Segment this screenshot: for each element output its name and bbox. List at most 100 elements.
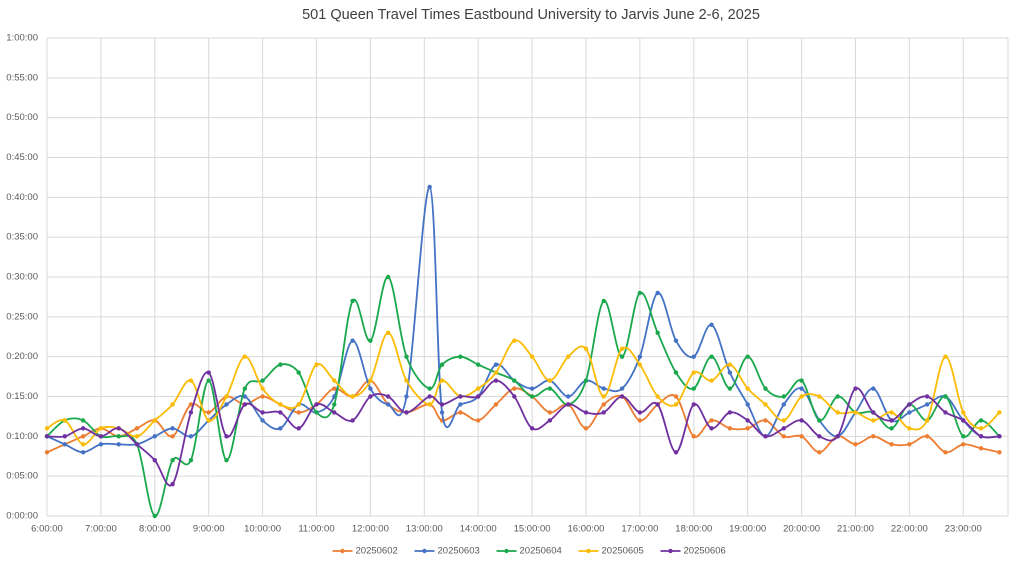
data-point (98, 426, 104, 431)
data-point (799, 418, 804, 423)
data-point (907, 442, 912, 447)
data-point (907, 410, 912, 415)
data-point (458, 354, 463, 359)
data-point (529, 354, 535, 359)
data-point (727, 386, 733, 391)
data-point (427, 386, 432, 391)
data-point (619, 346, 625, 351)
data-point (601, 402, 606, 407)
data-point (871, 410, 876, 415)
data-point (152, 434, 157, 439)
data-point (62, 442, 67, 447)
data-point (817, 450, 822, 455)
data-point (745, 418, 750, 423)
data-point (98, 442, 104, 447)
data-point (673, 402, 679, 407)
data-point (961, 418, 966, 423)
data-point (799, 378, 804, 383)
data-point (350, 338, 355, 343)
data-point (385, 394, 391, 399)
data-point (871, 418, 876, 423)
data-point (512, 378, 517, 383)
data-point (727, 370, 733, 375)
data-point (943, 394, 948, 399)
data-point (583, 346, 589, 351)
data-point (889, 442, 894, 447)
x-tick-label: 10:00:00 (244, 524, 281, 535)
data-point (404, 410, 409, 415)
data-point (224, 458, 229, 463)
data-point (439, 410, 445, 415)
data-point (458, 402, 463, 407)
data-point (529, 386, 535, 391)
data-point (835, 410, 840, 415)
data-point (458, 410, 463, 415)
x-tick-label: 7:00:00 (85, 524, 117, 535)
data-point (924, 394, 930, 399)
legend-marker (586, 548, 591, 554)
data-point (781, 418, 786, 423)
data-point (673, 394, 679, 399)
data-point (978, 426, 984, 431)
data-point (655, 330, 660, 335)
x-tick-label: 11:00:00 (298, 524, 334, 535)
legend-marker (504, 548, 509, 554)
data-point (583, 426, 589, 431)
data-point (332, 378, 337, 383)
data-point (727, 426, 733, 431)
data-point (547, 378, 553, 383)
x-tick-label: 9:00:00 (193, 524, 225, 535)
data-point (763, 434, 768, 439)
data-point (188, 458, 194, 463)
data-point (80, 450, 86, 455)
data-point (242, 354, 248, 359)
data-point (260, 418, 265, 423)
y-tick-label: 0:45:00 (6, 152, 38, 163)
data-point (44, 450, 50, 455)
y-tick-label: 0:55:00 (6, 72, 38, 83)
data-point (745, 402, 750, 407)
data-point (278, 410, 283, 415)
y-tick-label: 0:30:00 (6, 272, 38, 283)
data-point (673, 450, 679, 455)
data-point (296, 402, 301, 407)
data-point (278, 362, 283, 367)
data-point (314, 410, 319, 415)
data-point (889, 418, 894, 423)
data-point (427, 184, 432, 190)
data-point (924, 418, 930, 423)
x-tick-label: 13:00:00 (406, 524, 443, 535)
data-point (799, 394, 804, 399)
y-tick-label: 0:25:00 (6, 311, 38, 322)
data-point (260, 378, 265, 383)
data-point (260, 386, 265, 391)
data-point (924, 434, 930, 439)
data-point (493, 370, 499, 375)
data-point (134, 434, 140, 439)
data-point (206, 370, 211, 375)
data-point (637, 354, 643, 359)
legend-label: 20250604 (520, 546, 562, 557)
data-point (763, 418, 768, 423)
data-point (907, 426, 912, 431)
data-point (745, 426, 750, 431)
chart-title: 501 Queen Travel Times Eastbound Univers… (302, 7, 760, 23)
data-point (350, 298, 355, 304)
data-point (493, 402, 499, 407)
data-point (134, 426, 140, 431)
data-point (637, 418, 643, 423)
data-point (404, 354, 409, 359)
data-point (943, 410, 948, 415)
y-tick-label: 0:35:00 (6, 232, 38, 243)
data-point (350, 418, 355, 423)
y-tick-label: 0:05:00 (6, 471, 38, 482)
data-point (278, 426, 283, 431)
data-point (493, 378, 499, 383)
data-point (853, 442, 858, 447)
data-point (80, 434, 86, 439)
data-point (961, 434, 966, 439)
data-point (260, 394, 265, 399)
data-point (943, 354, 948, 359)
legend-marker (340, 548, 345, 554)
legend-label: 20250605 (602, 546, 644, 557)
